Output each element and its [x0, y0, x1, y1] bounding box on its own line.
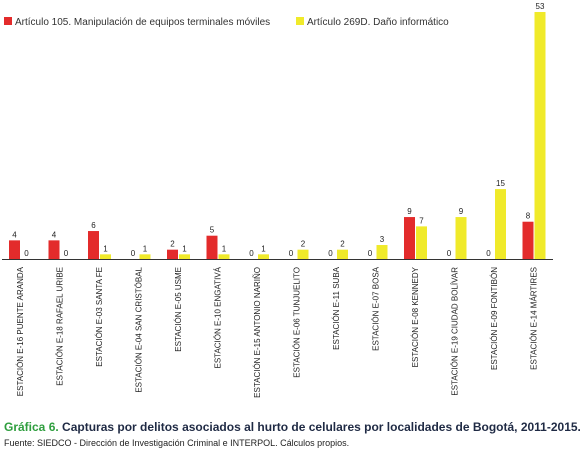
category-label-estacion-e-09-fontibon: ESTACIÓN E-09 FONTIBÓN	[490, 267, 499, 370]
bar-chart: Artículo 105. Manipulación de equipos te…	[2, 2, 553, 398]
bar-estacion-e-05-usme-series-1	[167, 249, 178, 259]
value-label-estacion-e-18-rafael-uribe-series-1: 4	[52, 230, 57, 239]
bar-estacion-e-14-martires-series-2	[534, 12, 546, 259]
bar-estacion-e-07-bosa-series-2	[376, 245, 388, 259]
category-label-estacion-e-18-rafael-uribe: ESTACIÓN E-18 RAFAEL URIBE	[56, 267, 65, 386]
bar-estacion-e-15-antonio-narino-series-2	[258, 254, 269, 259]
category-label-estacion-e-08-kennedy: ESTACIÓN E-08 KENNEDY	[411, 266, 420, 367]
value-label-estacion-e-15-antonio-narino-series-2: 1	[261, 244, 266, 253]
legend-swatch-articulo-105	[4, 17, 12, 25]
bar-estacion-e-18-rafael-uribe-series-1	[48, 240, 60, 259]
bar-estacion-e-03-santa-fe-series-2	[100, 254, 111, 259]
value-label-estacion-e-04-san-cristobal-series-2: 1	[143, 244, 148, 253]
value-label-estacion-e-10-engativa-series-1: 5	[210, 226, 215, 235]
bar-estacion-e-04-san-cristobal-series-2	[139, 254, 151, 259]
value-label-estacion-e-08-kennedy-series-1: 9	[407, 207, 412, 216]
legend-swatch-articulo-269d	[296, 17, 304, 25]
value-label-estacion-e-08-kennedy-series-2: 7	[419, 216, 424, 225]
bar-estacion-e-06-tunjuelito-series-2	[297, 249, 309, 259]
value-label-estacion-e-14-martires-series-1: 8	[526, 212, 531, 221]
category-label-estacion-e-16-puente-aranda: ESTACIÓN E-16 PUENTE ARANDA	[16, 266, 25, 396]
bar-estacion-e-19-ciudad-bolivar-series-2	[455, 217, 467, 259]
bar-estacion-e-10-engativa-series-2	[218, 254, 230, 259]
bar-estacion-e-03-santa-fe-series-1	[88, 231, 99, 259]
bar-estacion-e-10-engativa-series-1	[206, 235, 218, 259]
caption-title: Capturas por delitos asociados al hurto …	[62, 420, 580, 434]
value-label-estacion-e-07-bosa-series-1: 0	[368, 249, 373, 258]
value-label-estacion-e-18-rafael-uribe-series-2: 0	[64, 249, 69, 258]
value-label-estacion-e-19-ciudad-bolivar-series-2: 9	[459, 207, 464, 216]
bar-estacion-e-08-kennedy-series-1	[404, 217, 415, 259]
bar-estacion-e-08-kennedy-series-2	[416, 226, 427, 259]
category-label-estacion-e-11-suba: ESTACIÓN E-11 SUBA	[332, 266, 341, 350]
value-label-estacion-e-06-tunjuelito-series-2: 2	[301, 240, 306, 249]
figure-caption: Gráfica 6. Capturas por delitos asociado…	[4, 420, 580, 434]
source-note: Fuente: SIEDCO - Dirección de Investigac…	[4, 438, 350, 448]
value-label-estacion-e-05-usme-series-2: 1	[182, 244, 187, 253]
bar-estacion-e-11-suba-series-2	[337, 249, 348, 259]
category-label-estacion-e-10-engativa: ESTACIÓN E-10 ENGATIVÁ	[214, 266, 223, 368]
value-label-estacion-e-03-santa-fe-series-2: 1	[103, 244, 108, 253]
value-label-estacion-e-11-suba-series-1: 0	[328, 249, 333, 258]
bar-estacion-e-09-fontibon-series-2	[495, 189, 506, 259]
category-label-estacion-e-07-bosa: ESTACIÓN E-07 BOSA	[372, 266, 381, 351]
value-label-estacion-e-16-puente-aranda-series-2: 0	[24, 249, 29, 258]
value-label-estacion-e-05-usme-series-1: 2	[170, 240, 175, 249]
category-label-estacion-e-05-usme: ESTACIÓN E-05 USME	[174, 267, 183, 352]
legend-label-articulo-269d: Artículo 269D. Daño informático	[307, 17, 449, 28]
value-label-estacion-e-09-fontibon-series-2: 15	[496, 179, 505, 188]
bar-estacion-e-05-usme-series-2	[179, 254, 190, 259]
category-label-estacion-e-15-antonio-narino: ESTACIÓN E-15 ANTONIO NARIÑO	[253, 267, 262, 398]
value-label-estacion-e-14-martires-series-2: 53	[536, 2, 545, 11]
bars-layer	[9, 12, 546, 259]
value-label-estacion-e-09-fontibon-series-1: 0	[486, 249, 491, 258]
category-label-estacion-e-14-martires: ESTACIÓN E-14 MÁRTIRES	[530, 267, 539, 370]
value-label-estacion-e-16-puente-aranda-series-1: 4	[12, 230, 17, 239]
value-label-estacion-e-06-tunjuelito-series-1: 0	[289, 249, 294, 258]
bar-estacion-e-14-martires-series-1	[522, 221, 534, 259]
value-label-estacion-e-11-suba-series-2: 2	[340, 240, 345, 249]
bar-estacion-e-16-puente-aranda-series-1	[9, 240, 20, 259]
category-labels-layer: ESTACIÓN E-16 PUENTE ARANDA ESTACIÓN E-18…	[16, 266, 539, 398]
caption-prefix: Gráfica 6.	[4, 420, 59, 434]
value-label-estacion-e-07-bosa-series-2: 3	[380, 235, 385, 244]
category-label-estacion-e-04-san-cristobal: ESTACIÓN E-04 SAN CRISTÓBAL	[135, 266, 144, 392]
legend-label-articulo-105: Artículo 105. Manipulación de equipos te…	[15, 17, 270, 28]
legend: Artículo 105. Manipulación de equipos te…	[4, 17, 449, 28]
value-label-estacion-e-15-antonio-narino-series-1: 0	[249, 249, 254, 258]
value-label-estacion-e-03-santa-fe-series-1: 6	[91, 221, 96, 230]
category-label-estacion-e-06-tunjuelito: ESTACIÓN E-06 TUNJUELITO	[293, 267, 302, 378]
value-label-estacion-e-04-san-cristobal-series-1: 0	[131, 249, 136, 258]
category-label-estacion-e-03-santa-fe: ESTACIÓN E-03 SANTA FE	[95, 267, 104, 367]
value-label-estacion-e-10-engativa-series-2: 1	[222, 244, 227, 253]
value-label-estacion-e-19-ciudad-bolivar-series-1: 0	[447, 249, 452, 258]
category-label-estacion-e-19-ciudad-bolivar: ESTACIÓN E-19 CIUDAD BOLÍVAR	[451, 267, 460, 396]
